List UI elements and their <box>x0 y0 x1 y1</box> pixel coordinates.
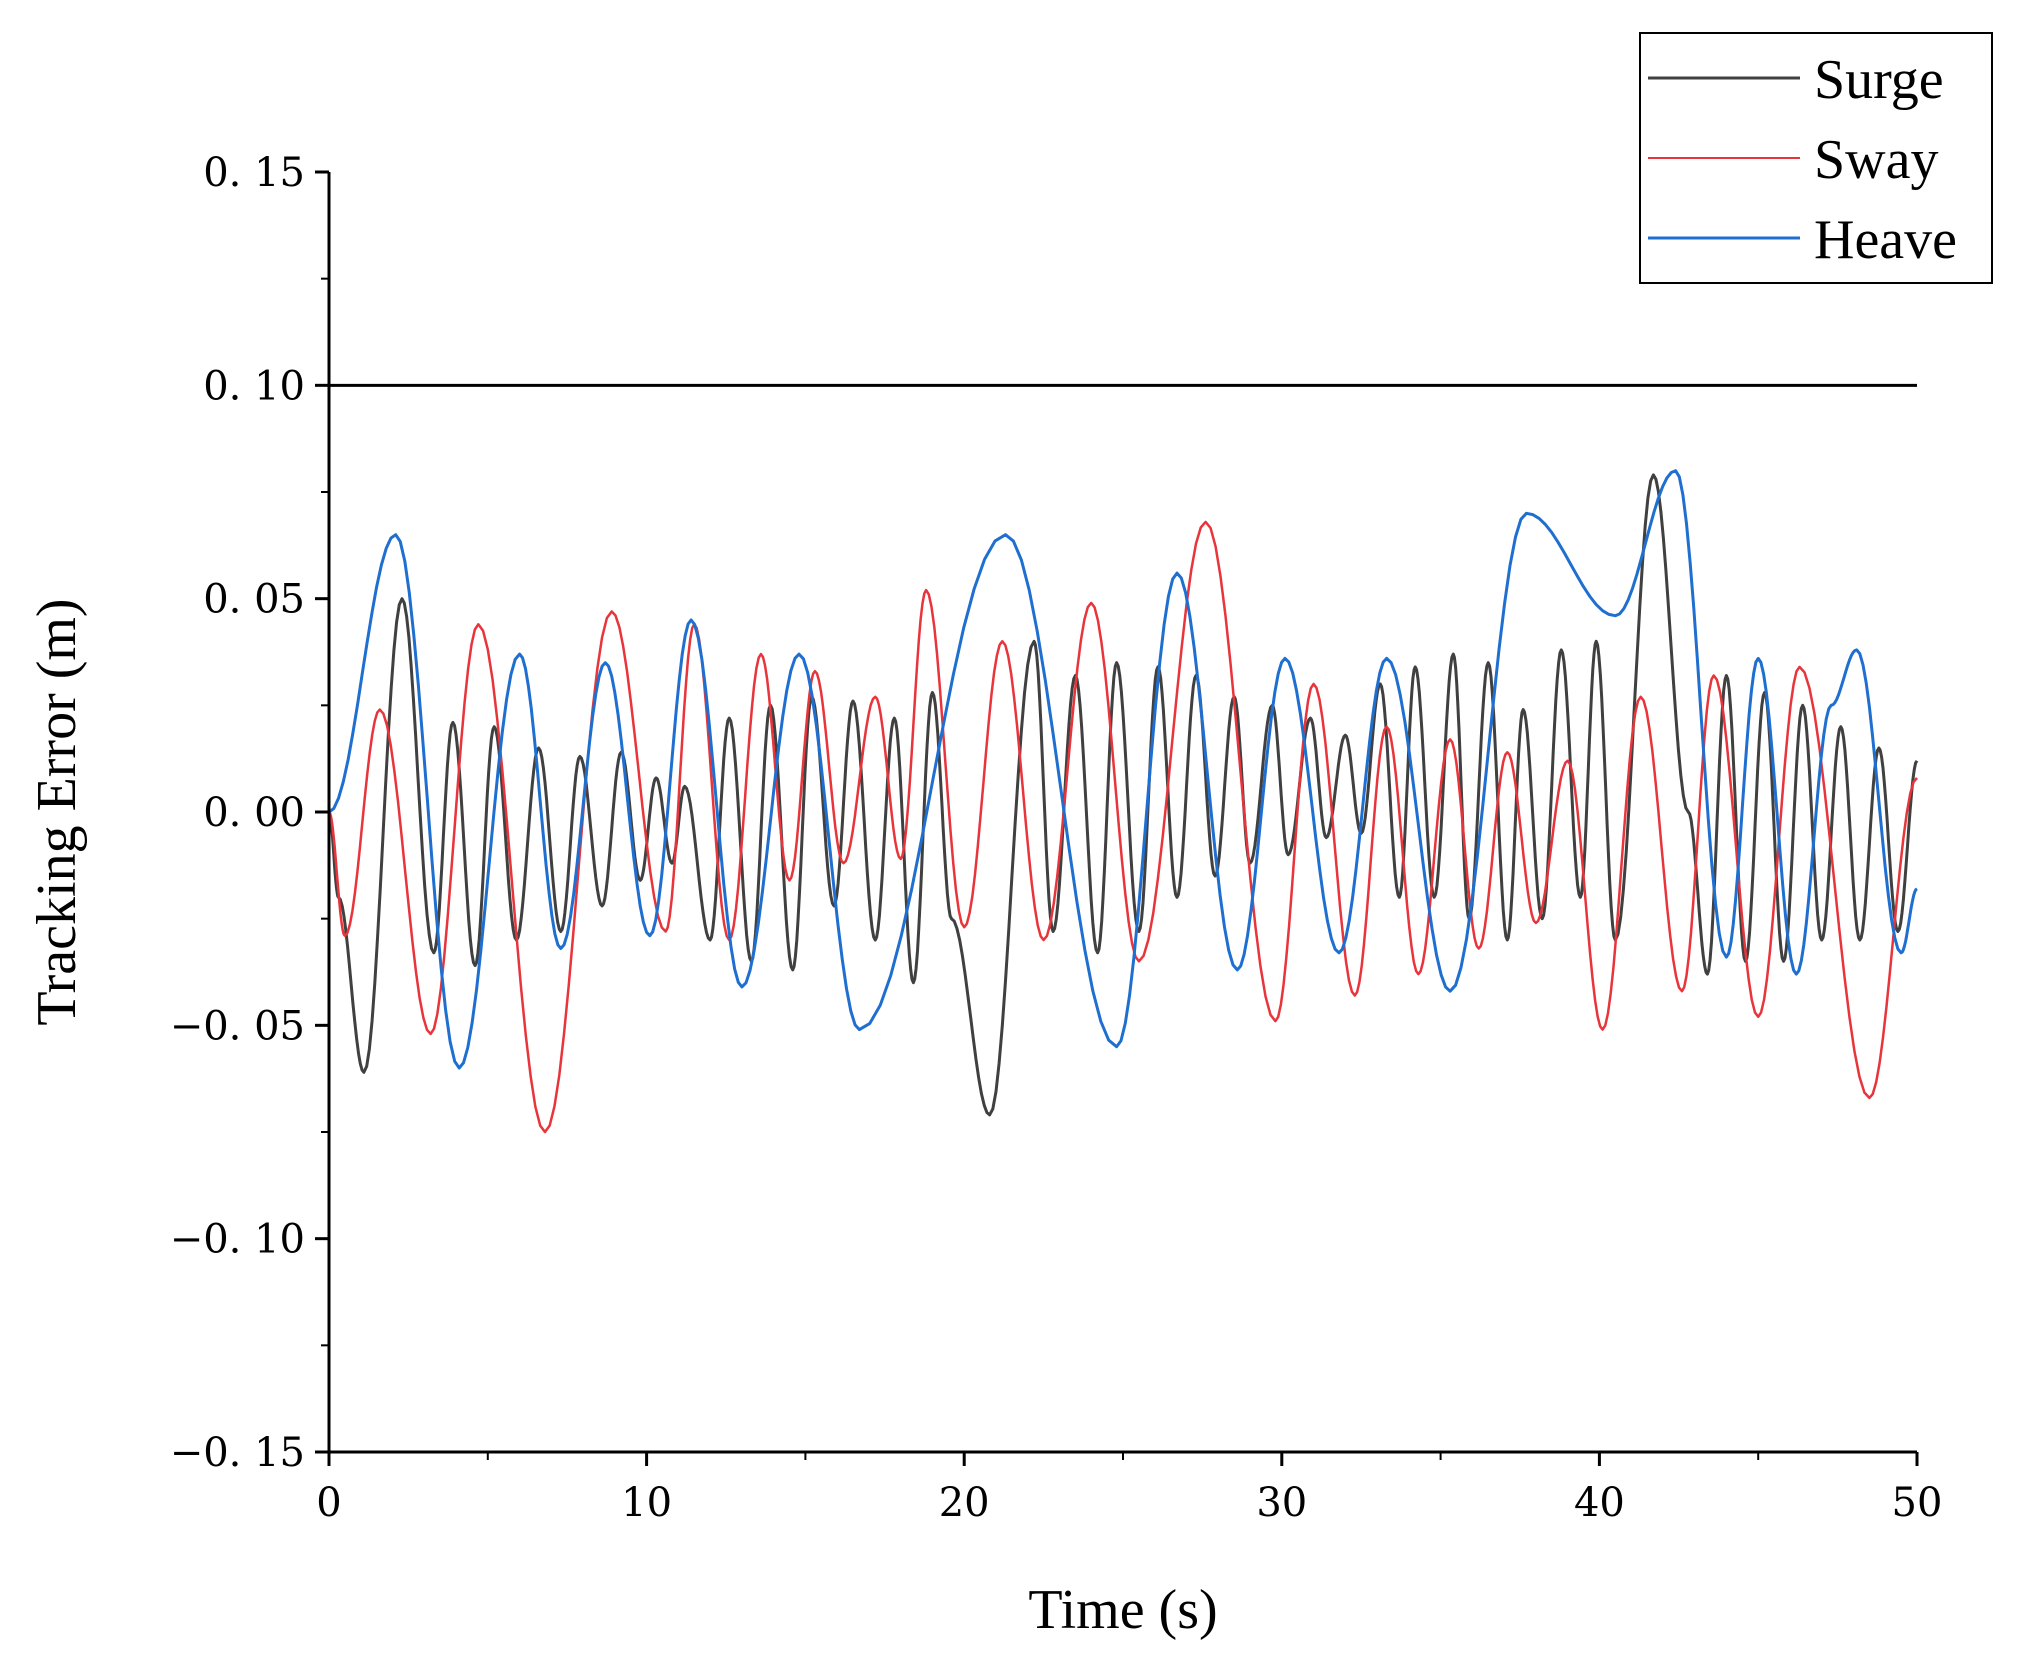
x-tick-label: 20 <box>939 1480 990 1526</box>
x-axis-title: Time (s) <box>1028 1579 1217 1641</box>
legend-label-heave: Heave <box>1814 209 1957 271</box>
y-tick-label: 0. 15 <box>203 150 305 196</box>
legend-label-surge: Surge <box>1814 49 1944 111</box>
y-tick-label: 0. 10 <box>203 363 305 409</box>
y-tick-label: −0. 05 <box>170 1003 305 1049</box>
legend: Surge Sway Heave <box>1639 32 1993 284</box>
legend-label-sway: Sway <box>1814 129 1938 191</box>
y-tick-label: −0. 15 <box>170 1430 305 1476</box>
y-tick-label: 0. 05 <box>203 577 305 623</box>
y-tick-label: 0. 00 <box>203 790 305 836</box>
x-ticks: 0 10 20 30 40 50 <box>316 1452 1942 1526</box>
x-tick-label: 40 <box>1574 1480 1625 1526</box>
x-tick-label: 0 <box>316 1480 341 1526</box>
series-layer <box>327 469 1919 1134</box>
y-ticks: 0. 15 0. 10 0. 05 0. 00 −0. 05 −0. 10 −0. 15 <box>170 150 329 1476</box>
y-axis-title: Tracking Error (m) <box>26 598 88 1025</box>
x-tick-label: 30 <box>1256 1480 1307 1526</box>
y-tick-label: −0. 10 <box>170 1217 305 1263</box>
series-line-sway <box>327 520 1918 1134</box>
x-tick-label: 50 <box>1892 1480 1943 1526</box>
x-tick-label: 10 <box>621 1480 672 1526</box>
series-line-heave <box>328 469 1918 1070</box>
